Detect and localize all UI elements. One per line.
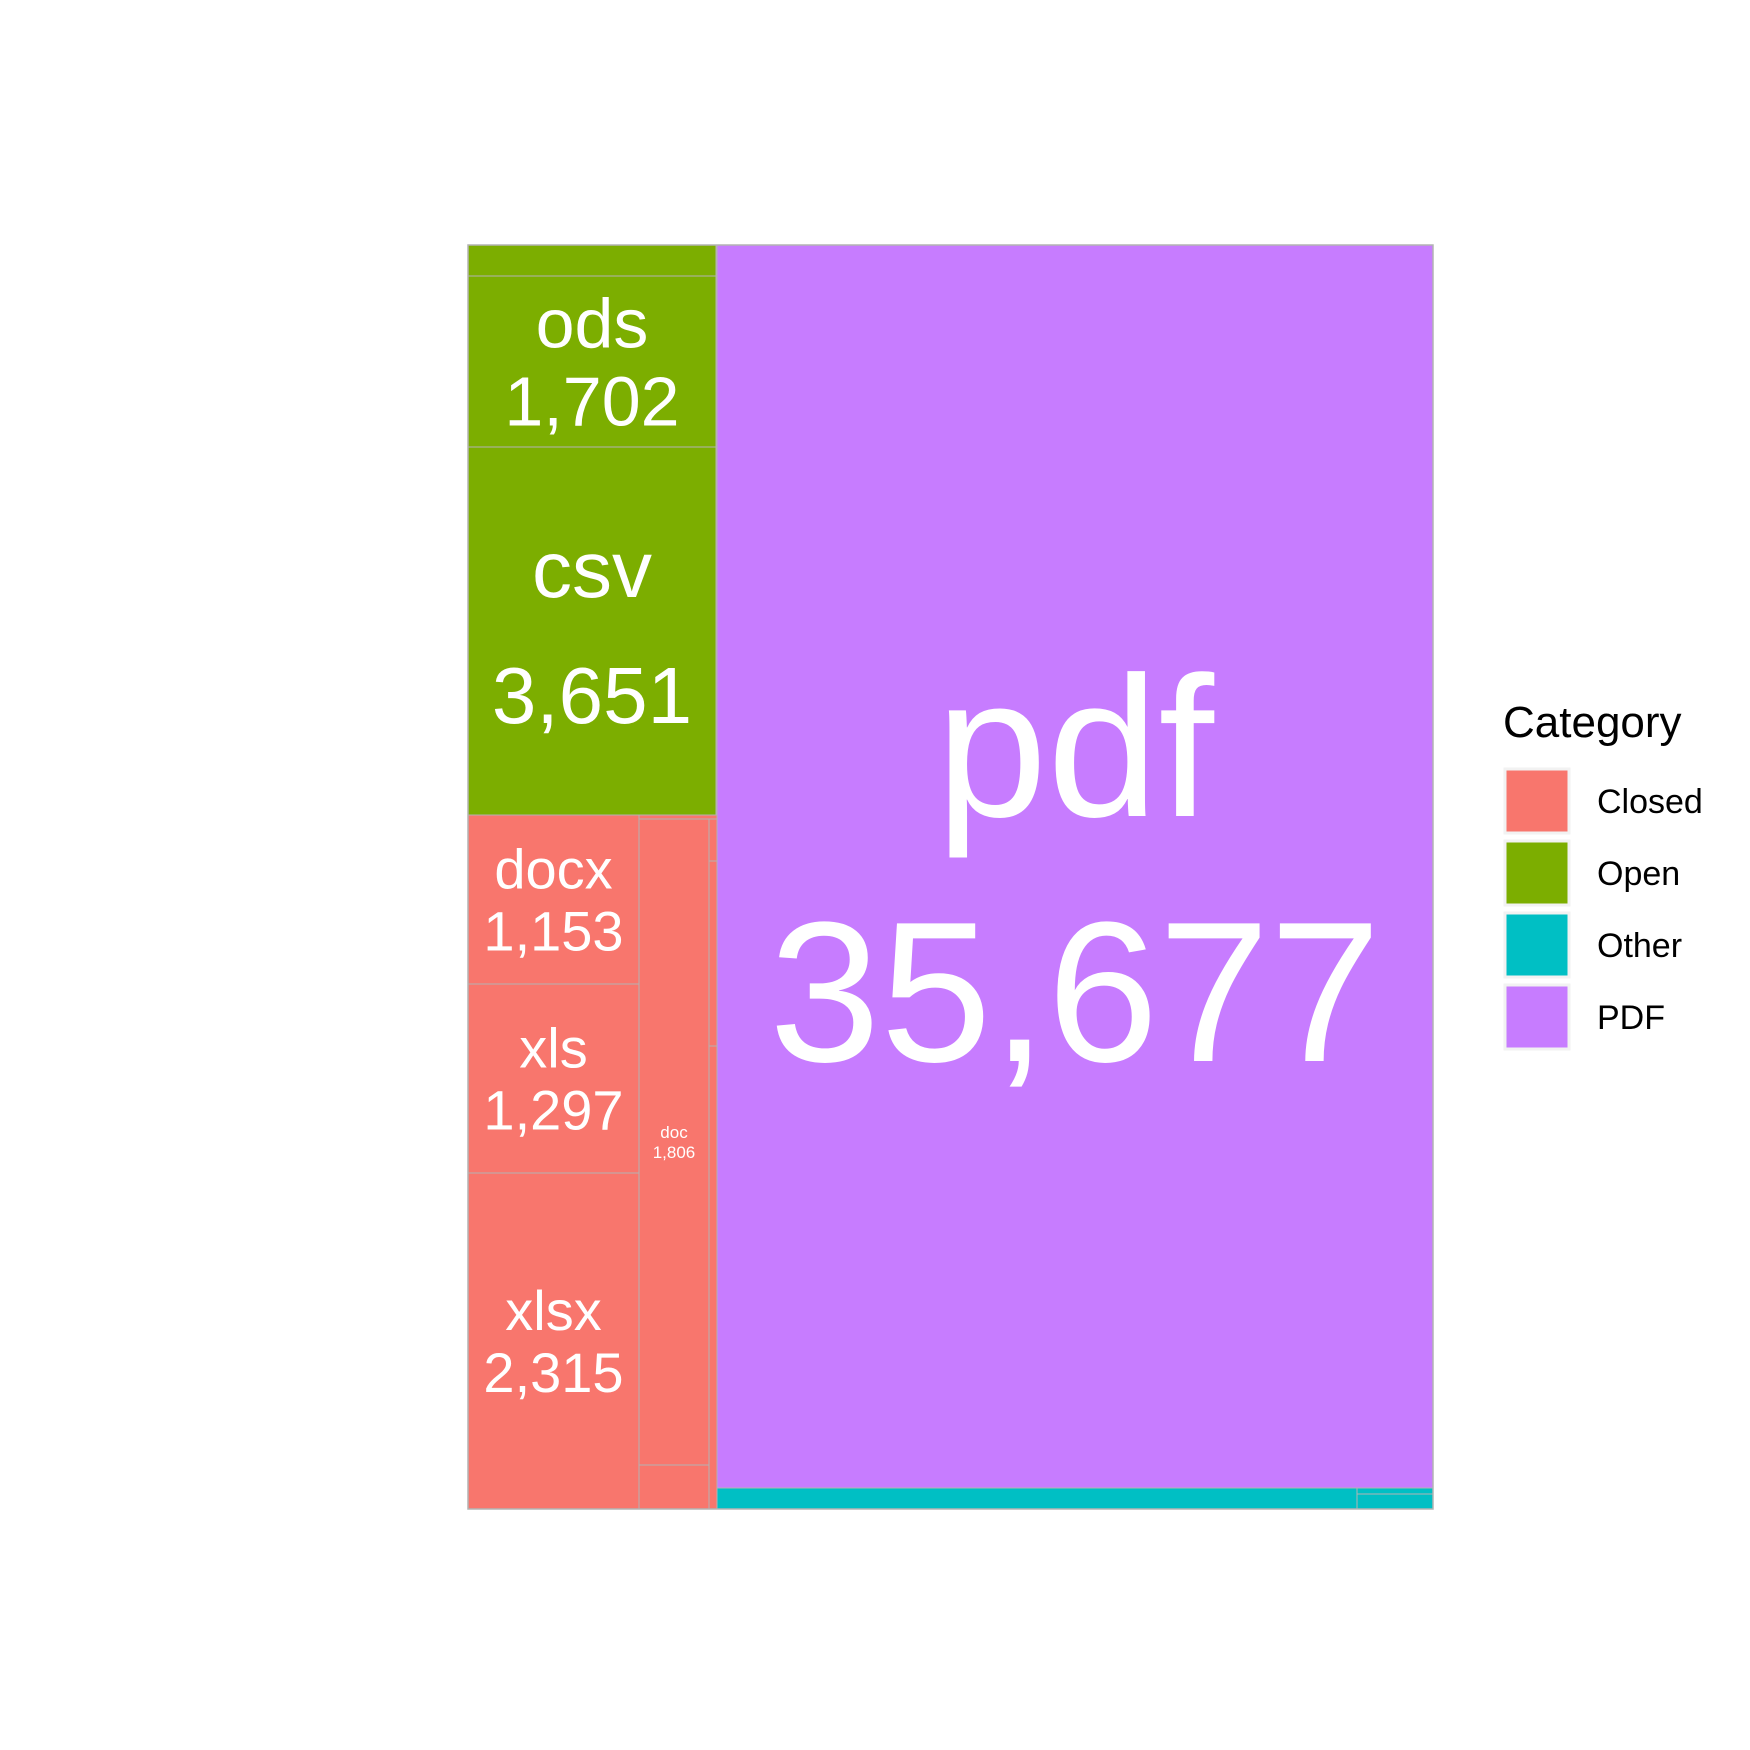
legend-label-pdf: PDF <box>1597 999 1665 1037</box>
tile-label-csv: csv <box>532 525 652 614</box>
tile-value-docx: 1,153 <box>483 900 623 963</box>
legend-key-pdf <box>1503 983 1571 1051</box>
tile-doc <box>638 818 710 1466</box>
tile-xlsx <box>467 1172 640 1510</box>
closed-small-tile <box>638 1464 710 1510</box>
plot-border <box>467 244 1434 1510</box>
tile-docx <box>467 814 640 985</box>
tile-label-pdf: pdf <box>936 636 1214 859</box>
legend-items: Closed Open Other PDF <box>1503 767 1703 1051</box>
closed-sliver-1 <box>708 818 718 862</box>
open-top-tile <box>467 244 717 277</box>
tile-label-doc: doc <box>660 1123 688 1142</box>
tile-value-ods: 1,702 <box>504 363 679 441</box>
legend-key-open <box>1503 839 1571 907</box>
closed-sliver-2 <box>708 860 718 1047</box>
tile-label-ods: ods <box>536 285 649 363</box>
tile-value-csv: 3,651 <box>492 651 692 740</box>
legend-title: Category <box>1503 698 1682 747</box>
tile-ods <box>467 275 717 448</box>
tile-label-xls: xls <box>519 1017 587 1080</box>
legend-label-closed: Closed <box>1597 783 1703 821</box>
other-tile-1 <box>716 1487 1358 1510</box>
treemap-tiles <box>467 244 1434 1510</box>
other-tile-2 <box>1356 1487 1434 1495</box>
legend-key-closed <box>1503 767 1571 835</box>
tile-label-docx: docx <box>494 838 612 901</box>
tile-value-doc: 1,806 <box>653 1143 696 1162</box>
tile-value-xls: 1,297 <box>483 1079 623 1142</box>
legend-key-other <box>1503 911 1571 979</box>
other-tile-3 <box>1356 1493 1434 1510</box>
legend-label-open: Open <box>1597 855 1680 893</box>
legend: Category Closed Open Other PDF <box>1503 698 1703 1051</box>
tile-value-pdf: 35,677 <box>769 881 1381 1104</box>
closed-sliver-3 <box>708 1045 718 1510</box>
tile-pdf <box>716 244 1434 1489</box>
legend-label-other: Other <box>1597 927 1682 965</box>
tile-label-xlsx: xlsx <box>505 1279 601 1342</box>
tile-value-xlsx: 2,315 <box>483 1341 623 1404</box>
tile-csv <box>467 446 717 816</box>
